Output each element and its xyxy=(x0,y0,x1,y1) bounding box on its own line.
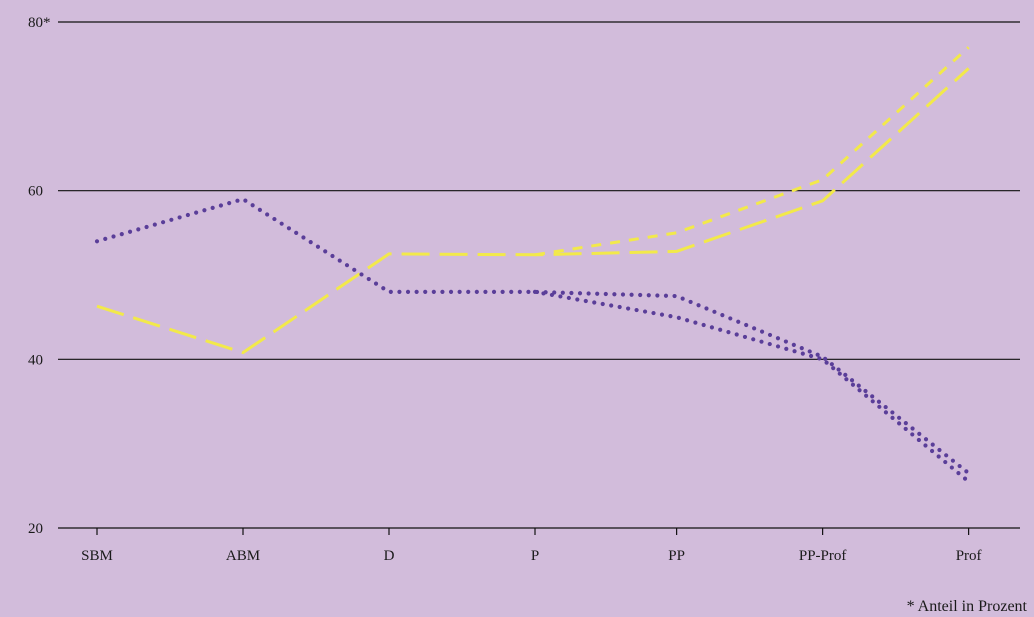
x-tick-label-0: SBM xyxy=(81,548,113,564)
series-2-line xyxy=(94,196,971,476)
footnote: * Anteil in Prozent xyxy=(907,598,1028,615)
x-tick-label-6: Prof xyxy=(956,548,982,564)
x-tick-label-1: ABM xyxy=(226,548,260,564)
gridlines xyxy=(58,21,1020,529)
x-tick-label-5: PP-Prof xyxy=(799,548,847,564)
x-tick-label-4: PP xyxy=(668,548,685,564)
series-3-line xyxy=(532,289,971,484)
series-1-line xyxy=(534,46,970,257)
y-tick-label-60: 60 xyxy=(28,184,43,200)
y-tick-label-20: 20 xyxy=(28,521,43,537)
x-tick-label-3: P xyxy=(531,548,539,564)
x-axis: SBM ABM D P PP PP-Prof Prof xyxy=(81,528,982,564)
y-tick-label-40: 40 xyxy=(28,352,43,368)
series-group xyxy=(94,46,971,484)
series-0-line xyxy=(96,67,970,355)
y-axis-ticks: 20 40 60 80* xyxy=(28,15,51,537)
x-tick-label-2: D xyxy=(384,548,395,564)
y-tick-label-80: 80* xyxy=(28,15,51,31)
